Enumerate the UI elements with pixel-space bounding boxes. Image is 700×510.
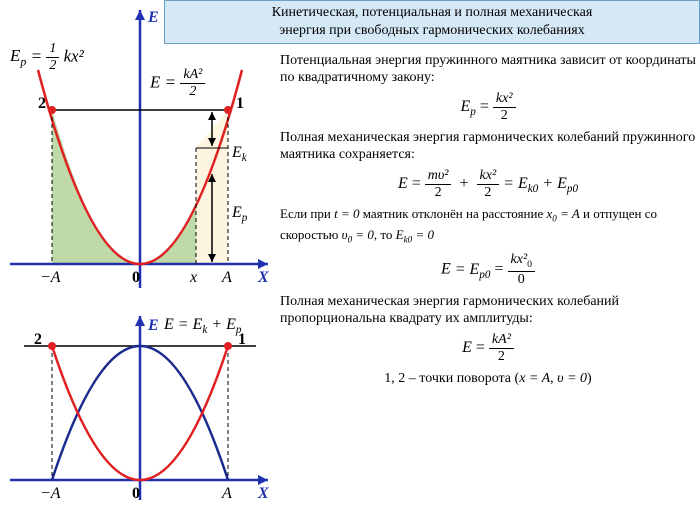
svg-text:1: 1 (236, 95, 244, 112)
para-conservation: Полная механическая энергия гармонически… (280, 129, 696, 163)
para-turning-points: 1, 2 – точки поворота (x = A, υ = 0) (280, 370, 696, 387)
svg-text:−A: −A (40, 269, 61, 286)
formula-ep0: E = Ep0 = kx²00 (280, 253, 696, 287)
svg-text:0: 0 (132, 269, 140, 286)
left-column: 2 1 E X −A 0 x A Ep = 12 kx² E = kA²2 Ek… (0, 0, 280, 508)
sum-formula-label: E = Ek + Ep (164, 316, 241, 336)
ep-arrow-label: Ep (232, 204, 247, 224)
svg-text:X: X (257, 485, 269, 502)
header-line1: Кинетическая, потенциальная и полная мех… (272, 5, 593, 20)
header-line2: энергия при свободных гармонических коле… (279, 23, 584, 38)
e-total-label: E = kA²2 (150, 68, 205, 99)
svg-text:E: E (147, 317, 159, 334)
svg-text:2: 2 (38, 95, 46, 112)
svg-text:A: A (221, 485, 232, 502)
svg-text:−A: −A (40, 485, 61, 502)
svg-text:A: A (221, 269, 232, 286)
ek-label: Ek (232, 144, 247, 164)
ep-formula-label: Ep = 12 kx² (10, 42, 84, 73)
svg-text:E: E (147, 9, 159, 26)
para-potential: Потенциальная энергия пружинного маятник… (280, 52, 696, 86)
formula-total: E = mυ²2 + kx²2 = Ek0 + Ep0 (280, 169, 696, 200)
svg-text:X: X (257, 269, 269, 286)
para-initial-conditions: Если при t = 0 маятник отклонён на расст… (280, 206, 696, 247)
formula-ep: Ep = kx²2 (280, 92, 696, 123)
para-amplitude: Полная механическая энергия гармонически… (280, 293, 696, 327)
svg-text:x: x (189, 269, 197, 286)
svg-text:2: 2 (34, 331, 42, 348)
right-column: Потенциальная энергия пружинного маятник… (280, 48, 696, 391)
svg-text:0: 0 (132, 485, 140, 502)
formula-amplitude: E = kA²2 (280, 333, 696, 364)
